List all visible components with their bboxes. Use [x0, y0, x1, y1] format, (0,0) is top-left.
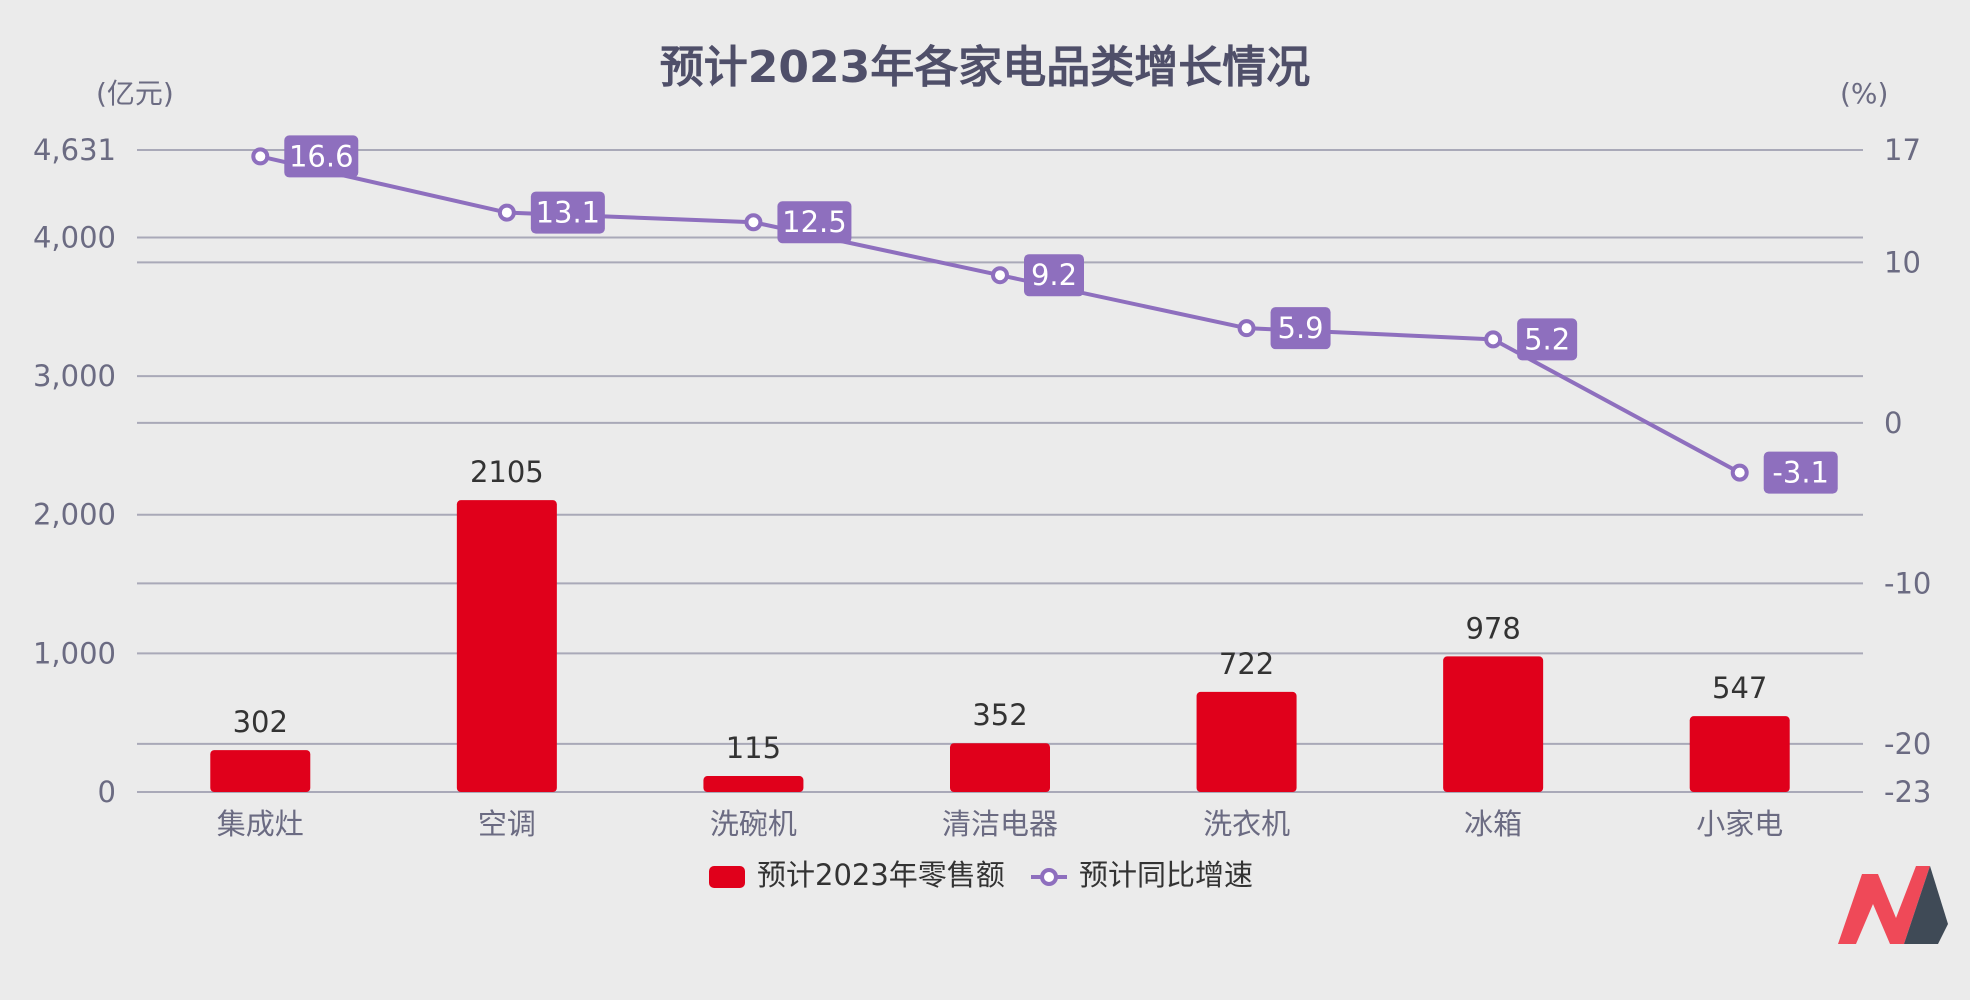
category-label: 冰箱: [1464, 807, 1522, 841]
bar-value-label: 978: [1465, 611, 1520, 645]
bar-series: [210, 500, 1790, 792]
growth-label-box: [530, 191, 605, 234]
growth-label-text: 9.2: [1031, 258, 1077, 292]
bar-value-label: 115: [726, 731, 781, 765]
right-axis-unit: (%): [1840, 77, 1888, 110]
growth-point-6: [1484, 330, 1503, 349]
bar-value-label: 352: [972, 698, 1027, 732]
growth-point-7: [1730, 463, 1749, 482]
brand-logo: [1838, 866, 1948, 944]
right-tick-label: -10: [1884, 566, 1931, 600]
growth-label-text: 16.6: [289, 139, 354, 173]
category-label: 洗衣机: [1203, 807, 1290, 841]
left-tick-label: 4,000: [33, 220, 116, 254]
growth-label-text: 5.2: [1524, 322, 1570, 356]
category-label: 集成灶: [217, 807, 304, 841]
line-series: [251, 147, 1749, 482]
growth-label-box: [777, 201, 852, 244]
growth-point-5: [1237, 319, 1256, 338]
growth-point-3: [744, 213, 763, 232]
logo-red-stroke: [1838, 866, 1930, 944]
left-tick-label: 0: [98, 775, 116, 809]
category-labels: 集成灶 空调 洗碗机 清洁电器 洗衣机 冰箱 小家电: [217, 807, 1783, 841]
growth-label-4: 9.2: [1024, 254, 1084, 297]
growth-label-2: 13.1: [530, 191, 605, 234]
logo-dark-stroke: [1904, 866, 1948, 944]
legend-label-retail: 预计2023年零售额: [757, 858, 1005, 892]
bar-6: [1443, 656, 1544, 792]
growth-label-5: 5.9: [1270, 307, 1331, 350]
bar-value-label: 2105: [470, 455, 544, 489]
left-tick-label: 3,000: [33, 359, 116, 393]
legend: 预计2023年零售额 预计同比增速: [709, 858, 1253, 892]
bar-value-label: 547: [1712, 671, 1767, 705]
category-label: 小家电: [1696, 807, 1783, 841]
growth-label-box: [1517, 318, 1578, 361]
grid-lines: [137, 149, 1863, 793]
growth-label-box: [284, 135, 359, 178]
growth-label-3: 12.5: [777, 201, 852, 244]
growth-point-4: [991, 266, 1009, 285]
bar-4: [950, 743, 1050, 792]
growth-label-box: [1270, 307, 1331, 350]
bar-3: [703, 776, 804, 792]
bar-7: [1689, 716, 1790, 792]
legend-item-retail: 预计2023年零售额: [709, 858, 1005, 892]
growth-point-2: [497, 203, 516, 222]
line-labels: 16.6 13.1 12.5 9.2 5.9 5.2 -3.1: [284, 135, 1838, 494]
growth-label-box: [1024, 254, 1084, 297]
chart-title: 预计2023年各家电品类增长情况: [660, 42, 1310, 93]
bar-5: [1196, 691, 1297, 792]
growth-line: [259, 154, 1741, 475]
growth-label-text: 5.9: [1278, 311, 1324, 345]
category-label: 清洁电器: [942, 807, 1058, 841]
left-axis-unit: (亿元): [96, 77, 174, 110]
legend-bar-swatch: [709, 866, 745, 888]
right-tick-label: -20: [1884, 727, 1931, 761]
growth-label-1: 16.6: [284, 135, 359, 178]
legend-label-growth: 预计同比增速: [1079, 858, 1253, 892]
left-axis-ticks: 0 1,000 2,000 3,000 4,000 4,631: [33, 133, 116, 809]
legend-item-growth: 预计同比增速: [1031, 858, 1253, 892]
right-tick-label: -23: [1884, 775, 1931, 809]
bar-2: [456, 500, 557, 792]
category-label: 空调: [478, 807, 536, 841]
growth-label-box: [1763, 451, 1838, 494]
bar-labels: 302 2105 115 352 722 978 547: [233, 455, 1768, 765]
right-tick-label: 0: [1884, 406, 1902, 440]
growth-label-text: 13.1: [536, 196, 601, 230]
left-tick-label: 4,631: [33, 133, 116, 167]
category-label: 洗碗机: [710, 807, 797, 841]
growth-label-text: 12.5: [782, 205, 847, 239]
growth-label-7: -3.1: [1763, 451, 1838, 494]
left-tick-label: 1,000: [33, 636, 116, 670]
right-axis-ticks: -23 -20 -10 0 10 17: [1884, 133, 1931, 809]
left-tick-label: 2,000: [33, 498, 116, 532]
bar-value-label: 302: [233, 705, 288, 739]
right-tick-label: 17: [1884, 133, 1921, 167]
bar-1: [210, 750, 311, 792]
growth-point-1: [251, 147, 270, 166]
growth-label-6: 5.2: [1517, 318, 1578, 361]
right-tick-label: 10: [1884, 245, 1921, 279]
bar-value-label: 722: [1219, 647, 1274, 681]
legend-marker-swatch: [1040, 868, 1058, 886]
growth-label-text: -3.1: [1772, 456, 1829, 490]
